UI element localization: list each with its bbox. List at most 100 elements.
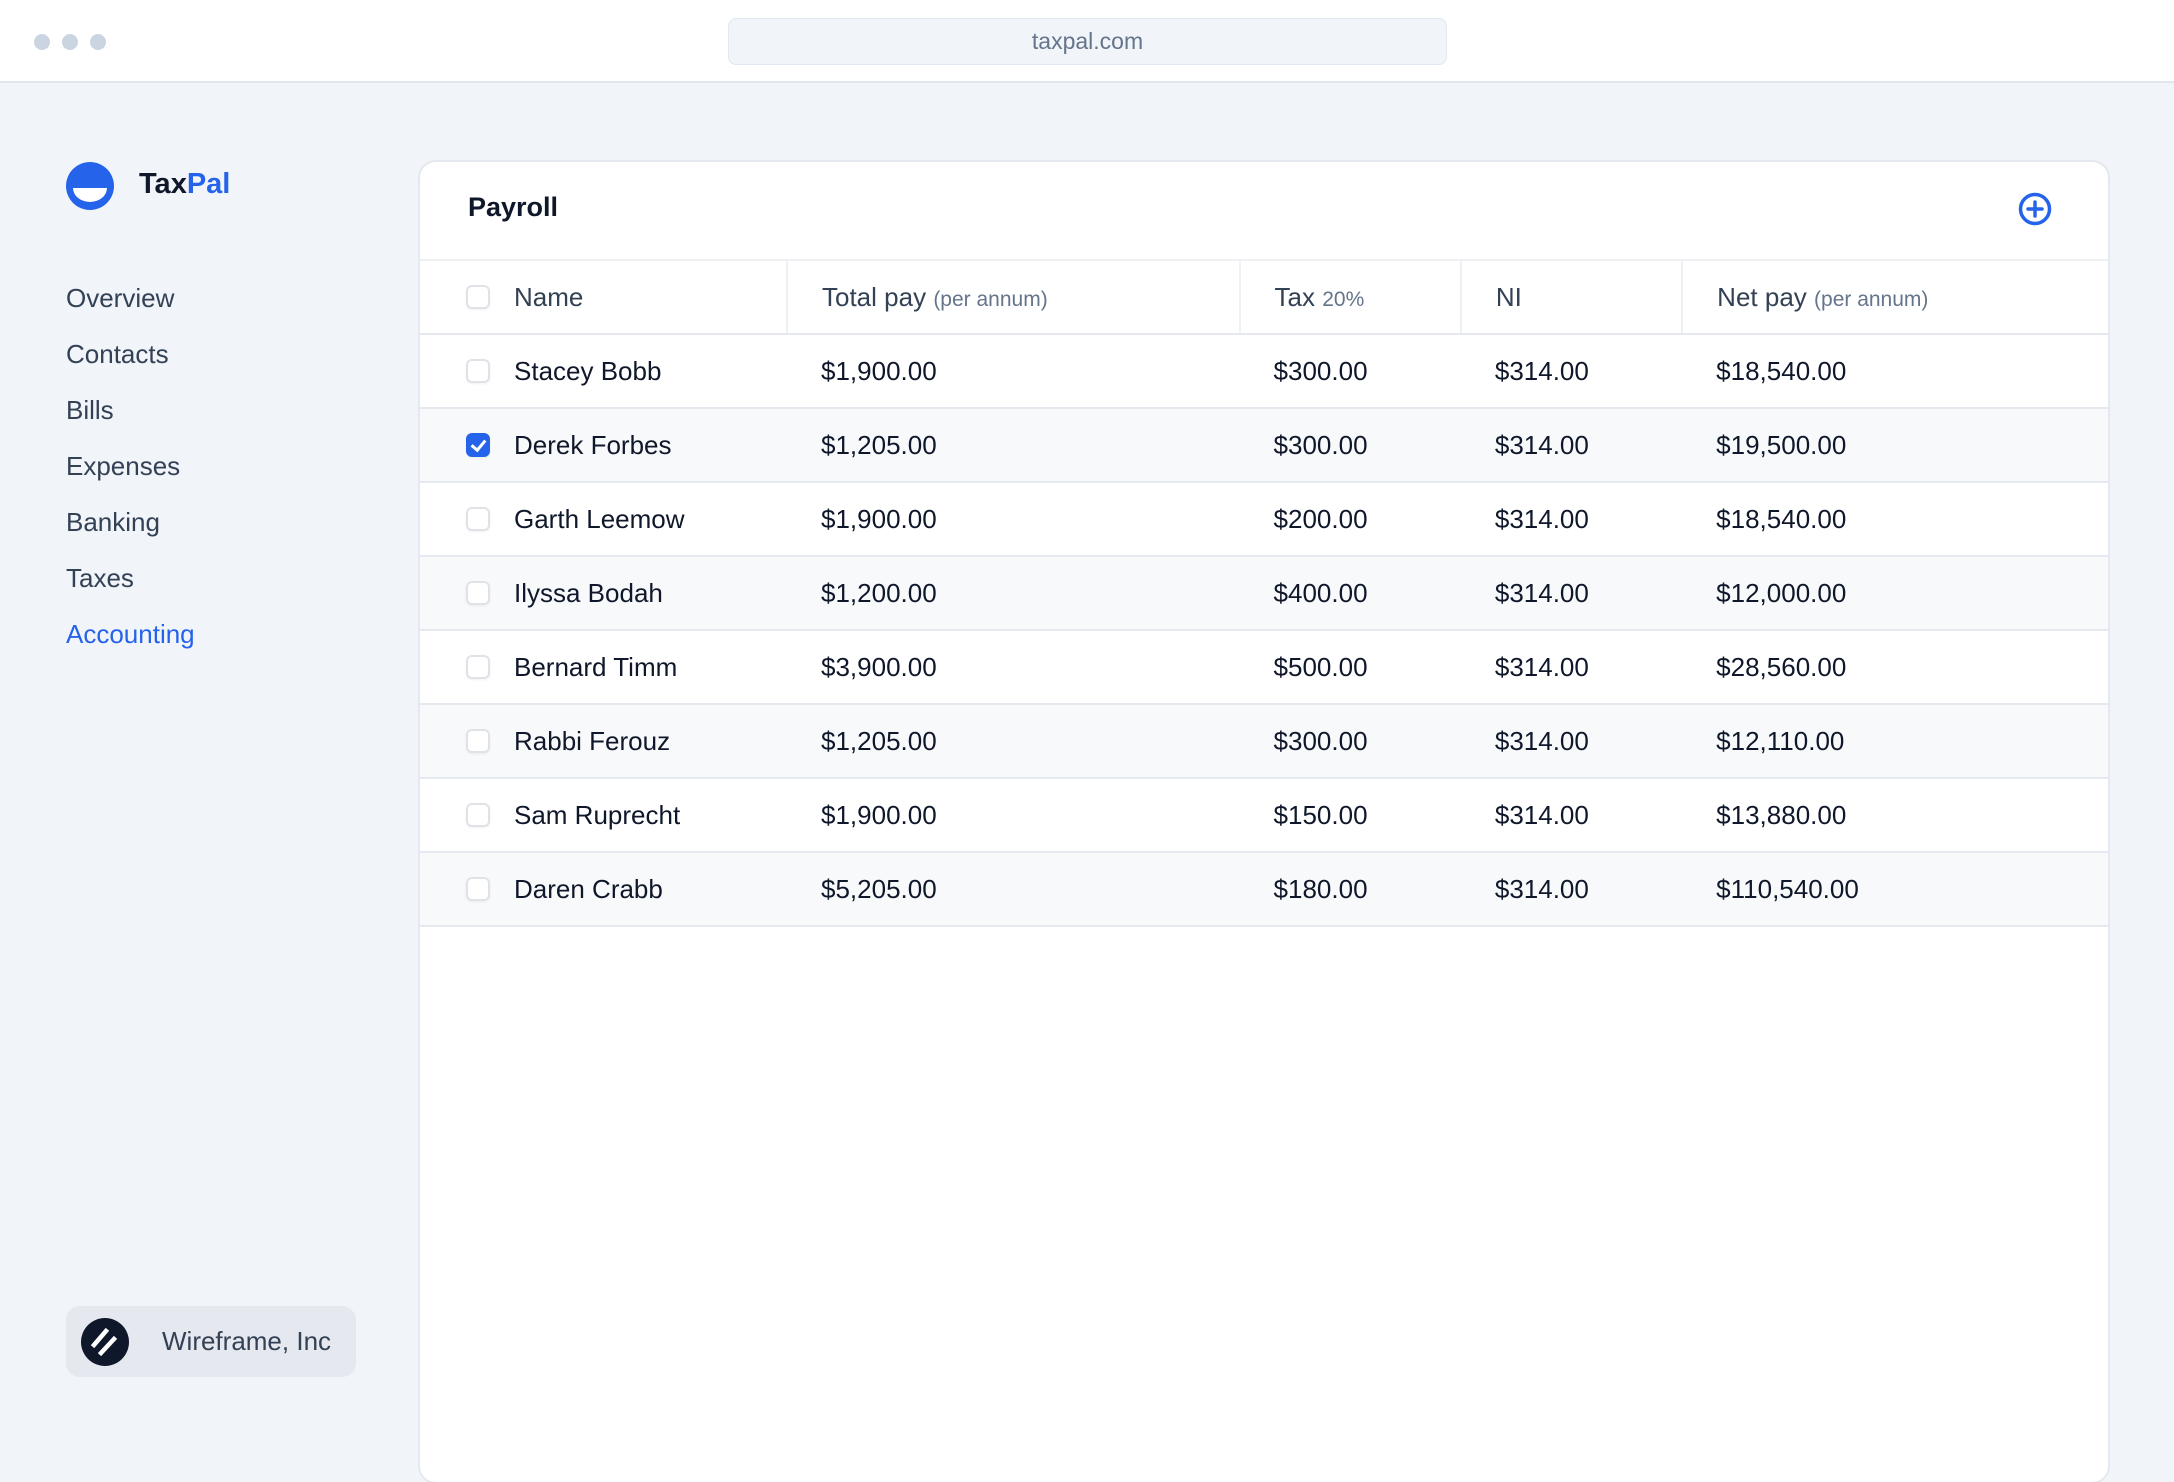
cell-ni: $314.00	[1460, 630, 1683, 705]
cell-name: Rabbi Ferouz	[420, 704, 787, 779]
sidebar-item-overview[interactable]: Overview	[66, 283, 175, 313]
row-checkbox[interactable]	[466, 580, 490, 605]
employee-name: Ilyssa Bodah	[514, 577, 663, 608]
taxpal-logo-icon	[66, 162, 114, 210]
column-label: Total pay	[822, 281, 927, 312]
row-checkbox[interactable]	[466, 358, 490, 383]
brand-name: TaxPal	[139, 168, 231, 200]
cell-net: $13,880.00	[1682, 778, 2108, 853]
cell-total: $1,900.00	[787, 334, 1240, 409]
table-row[interactable]: Rabbi Ferouz $1,205.00 $300.00 $314.00 $12,1…	[420, 704, 2108, 779]
table-row[interactable]: Stacey Bobb $1,900.00 $300.00 $314.00 $18,54…	[420, 334, 2108, 409]
sidebar-item-accounting[interactable]: Accounting	[66, 619, 195, 649]
row-checkbox[interactable]	[466, 802, 490, 827]
cell-name: Ilyssa Bodah	[420, 556, 787, 631]
cell-tax: $400.00	[1239, 556, 1461, 631]
cell-net: $110,540.00	[1682, 852, 2108, 927]
cell-ni: $314.00	[1460, 556, 1683, 631]
employee-name: Stacey Bobb	[514, 355, 662, 386]
cell-tax: $300.00	[1239, 334, 1461, 409]
select-all-checkbox[interactable]	[466, 284, 490, 309]
cell-total: $1,205.00	[787, 408, 1240, 483]
payroll-card: Payroll Name Total pay (per annum) Tax 20%…	[420, 162, 2108, 1482]
row-checkbox[interactable]	[466, 654, 490, 679]
url-bar[interactable]: taxpal.com	[728, 18, 1447, 65]
org-name: Wireframe, Inc	[162, 1326, 332, 1356]
org-switcher[interactable]: Wireframe, Inc	[66, 1306, 356, 1377]
column-label: Tax	[1274, 281, 1316, 312]
employee-name: Sam Ruprecht	[514, 799, 681, 830]
column-sublabel: (per annum)	[933, 287, 1048, 311]
employee-name: Daren Crabb	[514, 873, 663, 904]
cell-net: $12,000.00	[1682, 556, 2108, 631]
page-title: Payroll	[468, 192, 559, 222]
employee-name: Rabbi Ferouz	[514, 725, 671, 756]
cell-tax: $150.00	[1239, 778, 1461, 853]
cell-ni: $314.00	[1460, 482, 1683, 557]
row-checkbox[interactable]	[466, 432, 490, 457]
cell-ni: $314.00	[1460, 408, 1683, 483]
table-row[interactable]: Derek Forbes $1,205.00 $300.00 $314.00 $19,5…	[420, 408, 2108, 483]
sidebar-item-taxes[interactable]: Taxes	[66, 563, 134, 593]
window-dot-minimize[interactable]	[62, 34, 78, 50]
window-dot-maximize[interactable]	[90, 34, 106, 50]
column-header-tax[interactable]: Tax 20%	[1238, 259, 1461, 335]
cell-total: $5,205.00	[787, 852, 1240, 927]
cell-net: $18,540.00	[1682, 334, 2108, 409]
column-sublabel: (per annum)	[1814, 287, 1929, 311]
wireframe-logo-icon	[81, 1318, 129, 1366]
row-checkbox[interactable]	[466, 506, 490, 531]
table-row[interactable]: Garth Leemow $1,900.00 $200.00 $314.00 $18,5…	[420, 482, 2108, 557]
cell-name: Daren Crabb	[420, 852, 787, 927]
cell-ni: $314.00	[1460, 334, 1683, 409]
row-checkbox[interactable]	[466, 876, 490, 901]
employee-name: Garth Leemow	[514, 503, 685, 534]
cell-total: $1,205.00	[787, 704, 1240, 779]
table-row[interactable]: Sam Ruprecht $1,900.00 $150.00 $314.00 $13,8…	[420, 778, 2108, 853]
employee-name: Bernard Timm	[514, 651, 678, 682]
payroll-table: Name Total pay (per annum) Tax 20% NI Net pa…	[420, 259, 2108, 927]
cell-tax: $300.00	[1239, 408, 1461, 483]
column-header-name[interactable]: Name	[420, 259, 787, 335]
row-checkbox[interactable]	[466, 728, 490, 753]
cell-total: $1,900.00	[787, 482, 1240, 557]
cell-net: $28,560.00	[1682, 630, 2108, 705]
cell-tax: $500.00	[1239, 630, 1461, 705]
cell-net: $19,500.00	[1682, 408, 2108, 483]
window-dot-close[interactable]	[34, 34, 50, 50]
sidebar-item-contacts[interactable]: Contacts	[66, 339, 169, 369]
cell-total: $1,900.00	[787, 778, 1240, 853]
cell-total: $3,900.00	[787, 630, 1240, 705]
cell-name: Sam Ruprecht	[420, 778, 787, 853]
column-header-ni[interactable]: NI	[1459, 259, 1683, 335]
cell-ni: $314.00	[1460, 704, 1683, 779]
cell-tax: $200.00	[1239, 482, 1461, 557]
cell-net: $12,110.00	[1682, 704, 2108, 779]
cell-tax: $300.00	[1239, 704, 1461, 779]
browser-bar: taxpal.com	[0, 0, 2174, 83]
sidebar-item-expenses[interactable]: Expenses	[66, 451, 181, 481]
column-sublabel: 20%	[1322, 287, 1365, 311]
table-row[interactable]: Daren Crabb $5,205.00 $180.00 $314.00 $110,5…	[420, 852, 2108, 927]
column-label: Net pay	[1717, 281, 1807, 312]
cell-net: $18,540.00	[1682, 482, 2108, 557]
cell-name: Derek Forbes	[420, 408, 787, 483]
sidebar-item-bills[interactable]: Bills	[66, 395, 114, 425]
sidebar-item-banking[interactable]: Banking	[66, 507, 160, 537]
cell-tax: $180.00	[1239, 852, 1461, 927]
cell-name: Bernard Timm	[420, 630, 787, 705]
cell-name: Garth Leemow	[420, 482, 787, 557]
column-label: NI	[1495, 281, 1522, 312]
cell-ni: $314.00	[1460, 778, 1683, 853]
column-header-net-pay[interactable]: Net pay (per annum)	[1681, 259, 2108, 335]
employee-name: Derek Forbes	[514, 429, 672, 460]
sidebar-nav: Overview Contacts Bills Expenses Banking Taxe…	[66, 278, 195, 670]
cell-total: $1,200.00	[787, 556, 1240, 631]
table-row[interactable]: Ilyssa Bodah $1,200.00 $400.00 $314.00 $12,0…	[420, 556, 2108, 631]
table-row[interactable]: Bernard Timm $3,900.00 $500.00 $314.00 $28,5…	[420, 630, 2108, 705]
cell-name: Stacey Bobb	[420, 334, 787, 409]
add-payroll-button[interactable]	[2018, 192, 2052, 226]
column-label: Name	[514, 281, 584, 312]
cell-ni: $314.00	[1460, 852, 1683, 927]
column-header-total-pay[interactable]: Total pay (per annum)	[786, 259, 1240, 335]
